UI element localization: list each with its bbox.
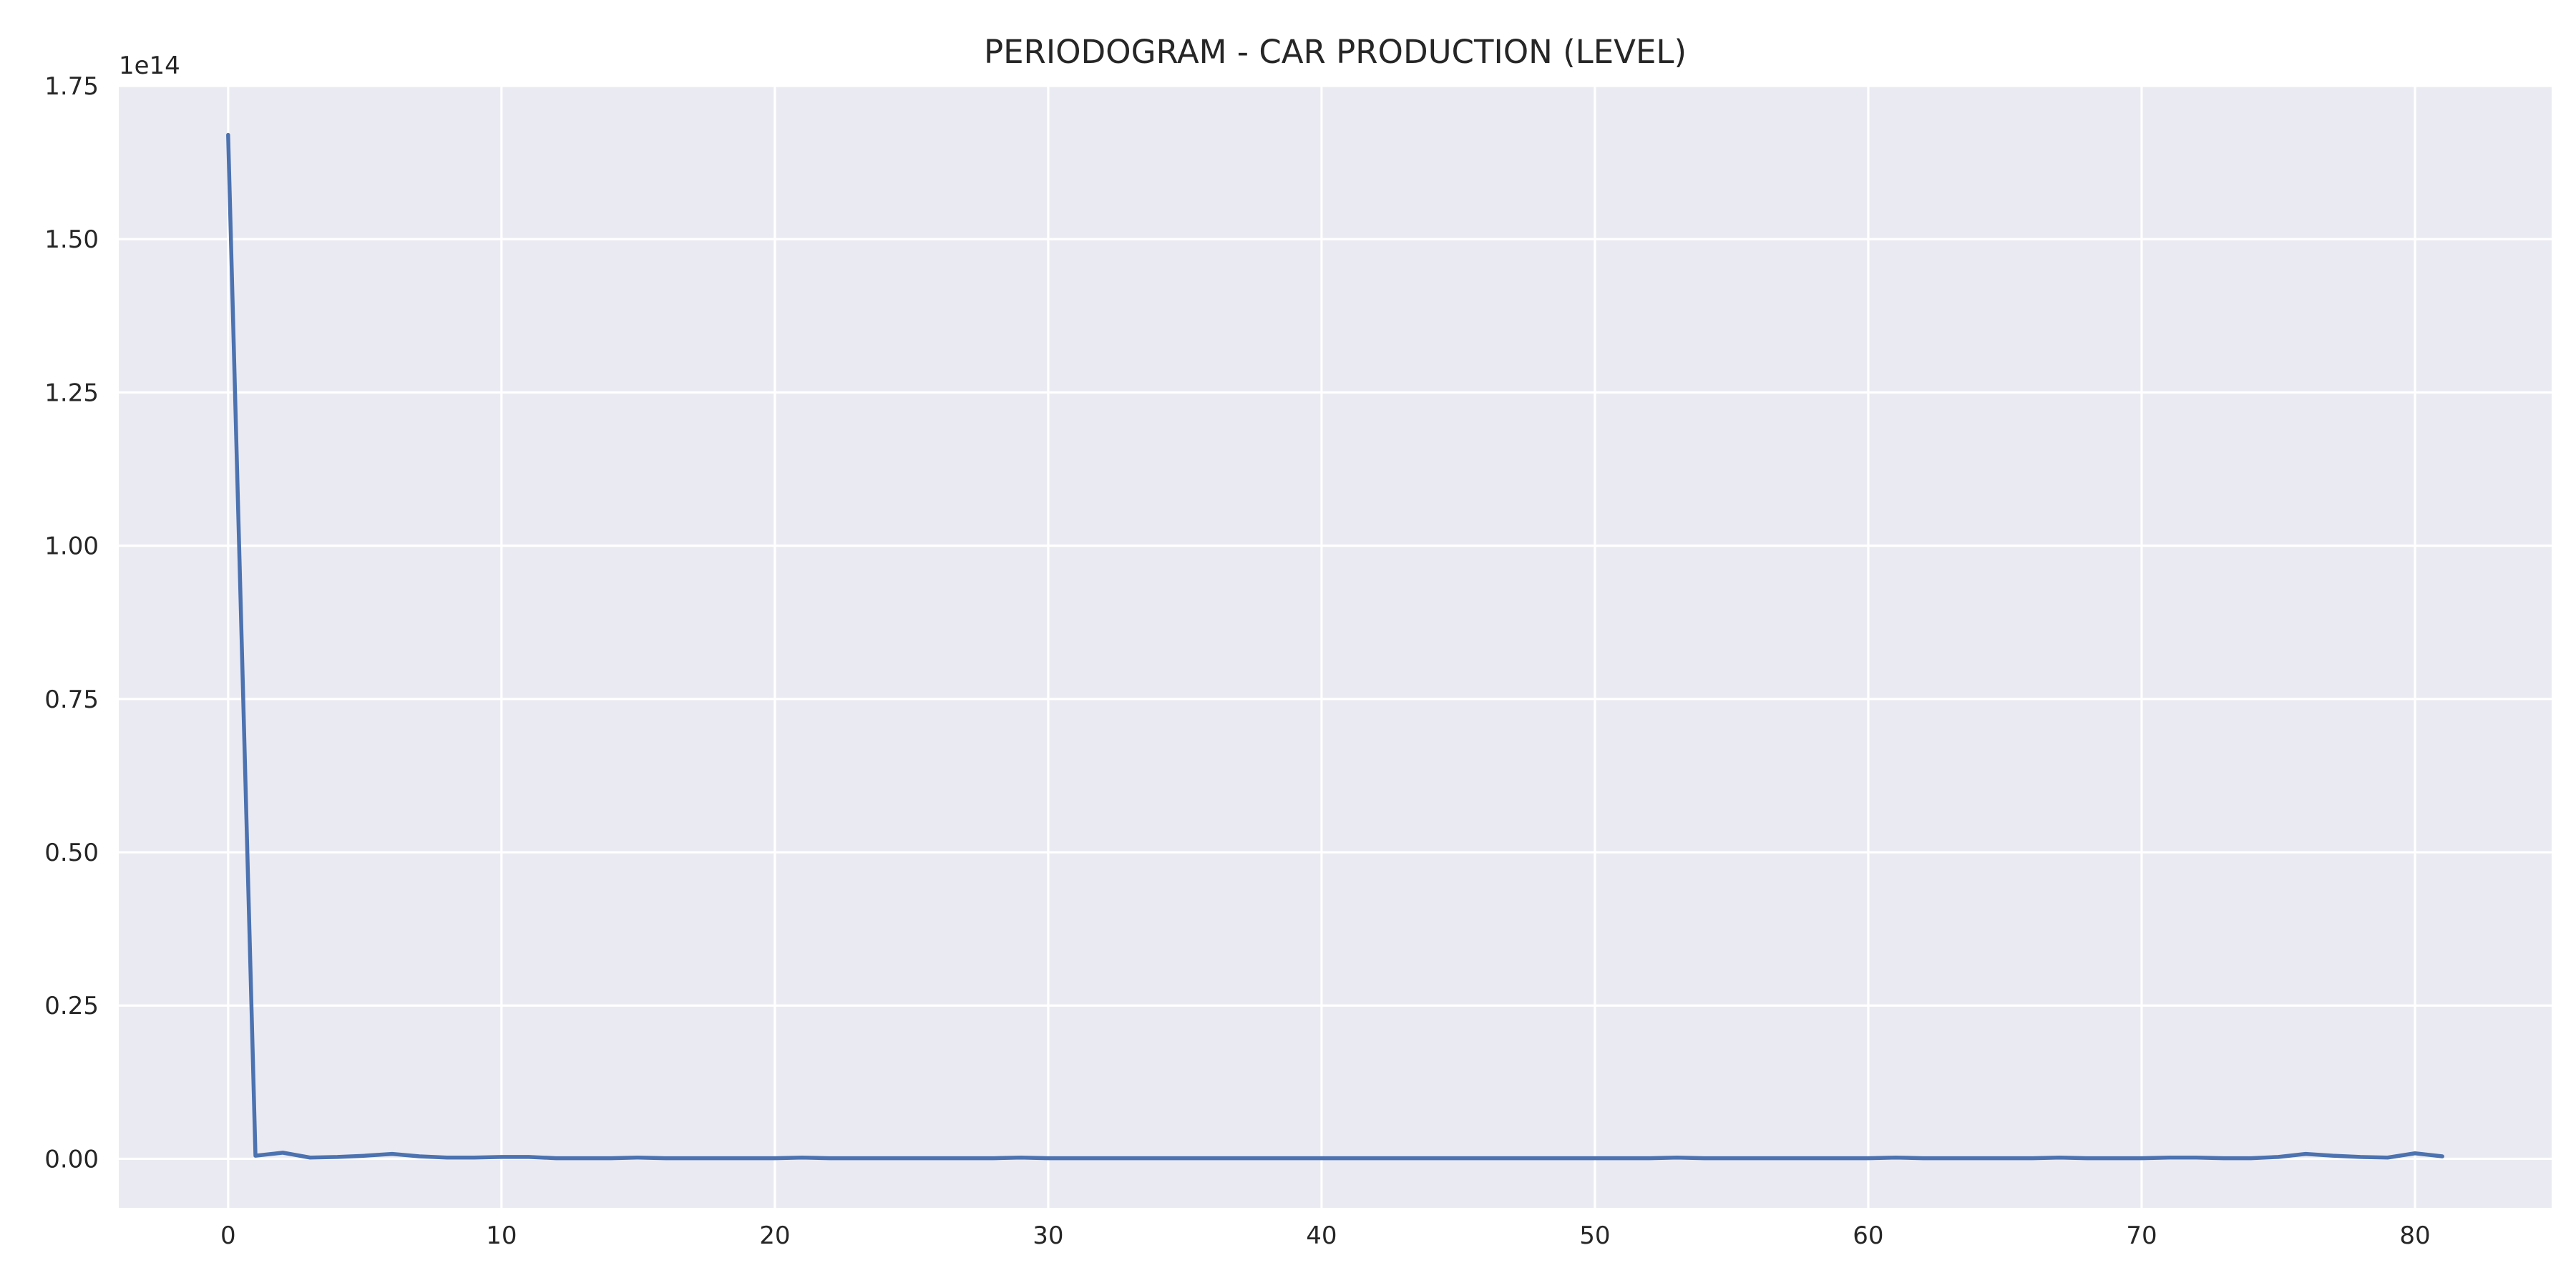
x-tick-label: 70	[2126, 1221, 2157, 1250]
series-layer	[226, 132, 2444, 1161]
x-tick-label: 30	[1033, 1221, 1063, 1250]
y-tick-label: 1.25	[44, 379, 99, 407]
x-tick-label: 10	[486, 1221, 517, 1250]
x-gridlines	[227, 86, 2416, 1208]
y-tick-label: 1.00	[44, 532, 99, 561]
y-tick-label: 0.50	[44, 839, 99, 867]
y-tick-label: 1.50	[44, 225, 99, 254]
x-tick-label: 40	[1306, 1221, 1337, 1250]
y-tick-label: 0.25	[44, 992, 99, 1020]
x-tick-label: 50	[1579, 1221, 1610, 1250]
x-tick-label: 80	[2399, 1221, 2430, 1250]
y-tick-label: 1.75	[44, 72, 99, 101]
x-tick-labels: 0 10 20 30 40 50 60 70 80	[220, 1221, 2431, 1250]
y-tick-labels: 0.00 0.25 0.50 0.75 1.00 1.25 1.50 1.75	[44, 72, 99, 1174]
chart-title: PERIODOGRAM - CAR PRODUCTION (LEVEL)	[984, 33, 1687, 71]
x-tick-label: 60	[1853, 1221, 1883, 1250]
y-tick-label: 0.00	[44, 1145, 99, 1174]
y-tick-label: 0.75	[44, 686, 99, 714]
plot-background	[119, 86, 2552, 1208]
y-offset-label: 1e14	[119, 52, 180, 80]
x-tick-label: 0	[220, 1221, 236, 1250]
series-line	[226, 132, 2444, 1161]
x-tick-label: 20	[759, 1221, 790, 1250]
